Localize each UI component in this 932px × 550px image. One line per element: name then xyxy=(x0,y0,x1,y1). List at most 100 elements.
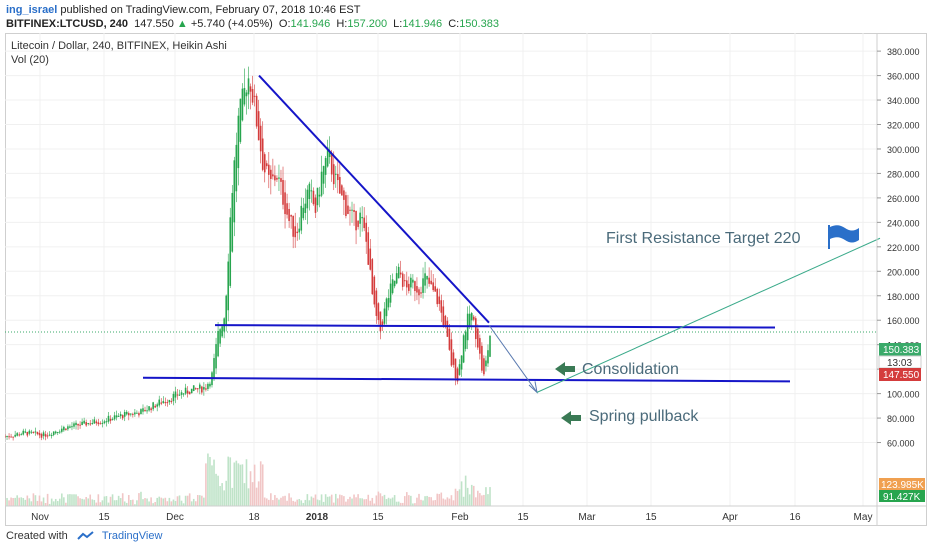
candle-body xyxy=(115,415,118,418)
candle-body xyxy=(79,424,81,426)
candle-body xyxy=(81,421,83,426)
volume-bar xyxy=(353,494,355,506)
candle-body xyxy=(56,431,59,433)
candle-body xyxy=(330,153,333,175)
candle-body xyxy=(207,383,209,389)
candle-body xyxy=(355,210,357,231)
volume-bar xyxy=(369,500,372,506)
candle-body xyxy=(203,387,205,390)
candle-body xyxy=(332,164,335,185)
candle-body xyxy=(265,163,268,167)
candle-body xyxy=(28,430,31,434)
candle-body xyxy=(349,209,351,211)
tradingview-link[interactable]: TradingView xyxy=(101,530,163,542)
candle-body xyxy=(357,220,359,227)
volume-bar xyxy=(174,501,177,506)
candle-body xyxy=(233,160,236,223)
candle-body xyxy=(334,173,337,175)
candle-body xyxy=(420,292,422,294)
volume-bar xyxy=(298,499,301,506)
candle-body xyxy=(365,222,368,242)
volume-bar xyxy=(284,495,286,506)
candle-body xyxy=(395,273,398,284)
candle-body xyxy=(132,413,134,415)
candle-body xyxy=(217,330,219,357)
candle-body xyxy=(320,171,323,196)
candle-body xyxy=(237,115,240,169)
volume-bar xyxy=(379,493,382,506)
price-axis: 380.000 360.000 340.000 320.000 300.000 280.0… xyxy=(876,33,920,526)
candle-body xyxy=(296,231,299,234)
candle-body xyxy=(468,313,471,327)
candlesticks xyxy=(5,66,491,441)
volume-bar xyxy=(113,500,116,506)
candle-body xyxy=(343,190,345,200)
candle-body xyxy=(180,392,183,395)
volume-bar xyxy=(418,493,420,506)
candle-body xyxy=(487,350,489,364)
candle-body xyxy=(304,203,307,213)
volume-bar xyxy=(314,494,317,506)
left-arrow-icon xyxy=(561,411,581,425)
candle-body xyxy=(134,412,136,415)
candle-body xyxy=(174,391,177,398)
candle-body xyxy=(481,345,483,371)
candle-body xyxy=(243,87,246,105)
x-tick-label: Apr xyxy=(722,512,738,523)
volume-bar xyxy=(481,495,483,506)
x-tick-label: Mar xyxy=(578,512,596,523)
candle-body xyxy=(422,278,424,293)
volume-bar xyxy=(229,457,232,506)
projection-line-down xyxy=(488,324,538,393)
candle-body xyxy=(201,386,203,393)
volume-bar xyxy=(12,498,14,506)
volume-bar xyxy=(38,495,41,506)
volume-bar xyxy=(225,480,227,506)
volume-bar xyxy=(458,489,461,506)
candle-body xyxy=(308,183,311,200)
candle-body xyxy=(385,298,388,317)
volume-bar xyxy=(334,493,337,506)
price-chart[interactable]: 380.000 360.000 340.000 320.000 300.000 280.0… xyxy=(5,33,927,526)
volume-bar xyxy=(111,494,114,506)
volume-bar xyxy=(274,495,276,506)
x-tick-label: 15 xyxy=(98,512,110,523)
candle-body xyxy=(8,436,10,438)
volume-bar xyxy=(485,487,487,506)
candle-body xyxy=(168,399,171,403)
volume-bar xyxy=(85,496,87,506)
volume-bar xyxy=(6,497,8,506)
candle-body xyxy=(383,308,386,324)
candle-body xyxy=(322,166,325,184)
tradingview-logo-icon xyxy=(77,531,94,540)
volume-bar xyxy=(401,502,404,506)
volume-bar xyxy=(134,504,136,506)
candle-body xyxy=(318,194,321,197)
username-link[interactable]: ing_israel xyxy=(6,4,58,16)
candle-body xyxy=(30,431,33,433)
resistance-line xyxy=(214,324,776,329)
candle-body xyxy=(12,436,14,438)
volume-bar xyxy=(83,499,85,506)
volume-badge xyxy=(879,490,925,502)
high-value: 157.200 xyxy=(347,18,388,30)
volume-bar xyxy=(245,459,248,506)
volume-bar xyxy=(424,496,426,506)
volume-bar xyxy=(65,502,67,506)
volume-bar xyxy=(247,488,250,506)
volume-bar xyxy=(8,500,10,506)
volume-bar xyxy=(150,497,152,506)
volume-bar xyxy=(399,502,402,506)
candle-body xyxy=(113,415,116,420)
volume-bar xyxy=(164,497,167,506)
candle-body xyxy=(107,415,110,422)
y-tick-label: 360.000 xyxy=(887,72,920,82)
candle-body xyxy=(259,125,262,152)
volume-bar xyxy=(97,494,100,506)
candle-body xyxy=(6,436,8,438)
y-tick-label: 380.000 xyxy=(887,47,920,57)
volume-bar xyxy=(489,487,491,506)
candle-body xyxy=(14,434,16,437)
volume-bar xyxy=(261,464,264,506)
volume-bar xyxy=(347,499,349,506)
